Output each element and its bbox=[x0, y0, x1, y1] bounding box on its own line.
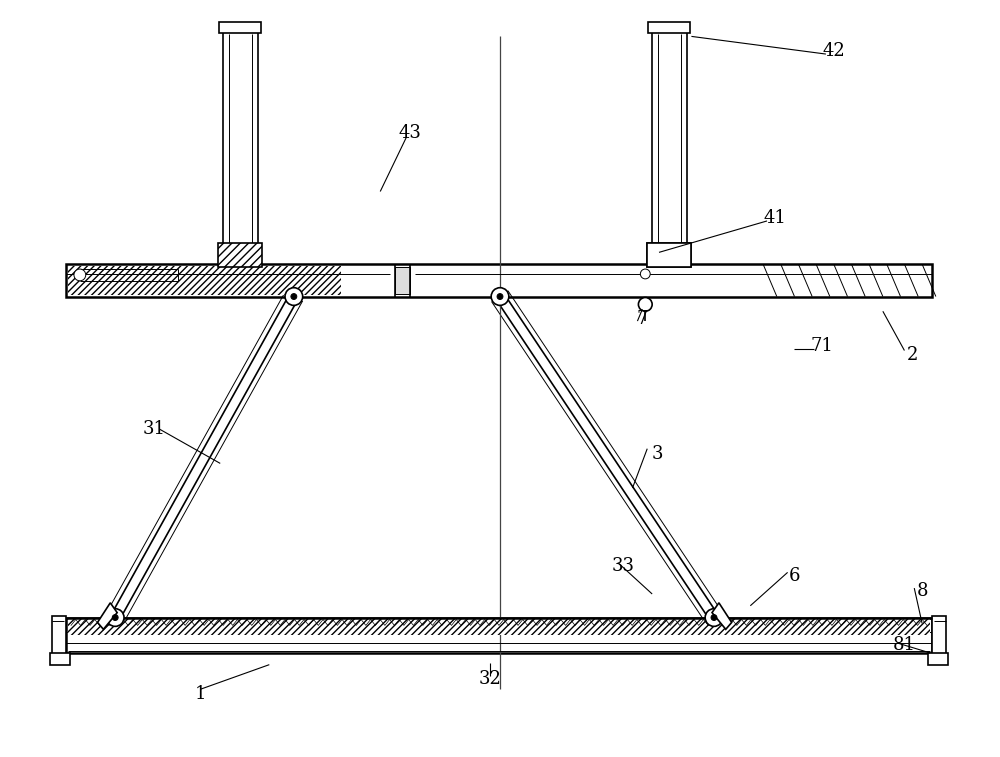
Text: 71: 71 bbox=[811, 337, 833, 354]
Bar bbox=[223, 32, 258, 264]
Circle shape bbox=[705, 609, 723, 626]
Bar bbox=[66, 618, 932, 653]
Circle shape bbox=[112, 615, 118, 621]
Bar bbox=[652, 32, 687, 264]
Bar bbox=[52, 615, 66, 655]
Bar bbox=[647, 242, 691, 267]
Circle shape bbox=[106, 609, 124, 626]
Circle shape bbox=[711, 615, 717, 621]
Text: 43: 43 bbox=[398, 123, 421, 142]
Bar bbox=[66, 264, 932, 297]
Polygon shape bbox=[98, 603, 117, 629]
Text: 2: 2 bbox=[907, 347, 918, 364]
Circle shape bbox=[74, 269, 86, 281]
Bar bbox=[68, 619, 930, 635]
Bar bbox=[928, 653, 948, 665]
Bar bbox=[218, 242, 262, 267]
Text: 3: 3 bbox=[651, 444, 663, 463]
Text: 6: 6 bbox=[789, 567, 800, 585]
Bar bbox=[50, 653, 70, 665]
Bar bbox=[647, 242, 691, 267]
Text: 41: 41 bbox=[763, 209, 786, 227]
Text: 7: 7 bbox=[637, 310, 648, 328]
Circle shape bbox=[640, 269, 650, 279]
Bar bbox=[219, 22, 261, 33]
Text: 81: 81 bbox=[893, 636, 916, 654]
Text: 33: 33 bbox=[611, 557, 634, 575]
Bar bbox=[395, 267, 410, 294]
Text: 1: 1 bbox=[195, 685, 206, 703]
Circle shape bbox=[497, 294, 503, 300]
Bar bbox=[648, 22, 690, 33]
Circle shape bbox=[291, 294, 297, 300]
Text: 31: 31 bbox=[143, 420, 166, 438]
Text: 8: 8 bbox=[916, 582, 928, 600]
Circle shape bbox=[285, 288, 303, 305]
Polygon shape bbox=[712, 603, 732, 629]
Circle shape bbox=[638, 298, 652, 311]
Bar bbox=[932, 615, 946, 655]
Circle shape bbox=[491, 288, 509, 305]
Bar bbox=[68, 266, 341, 294]
Text: 42: 42 bbox=[822, 42, 845, 60]
Text: 32: 32 bbox=[479, 671, 502, 688]
